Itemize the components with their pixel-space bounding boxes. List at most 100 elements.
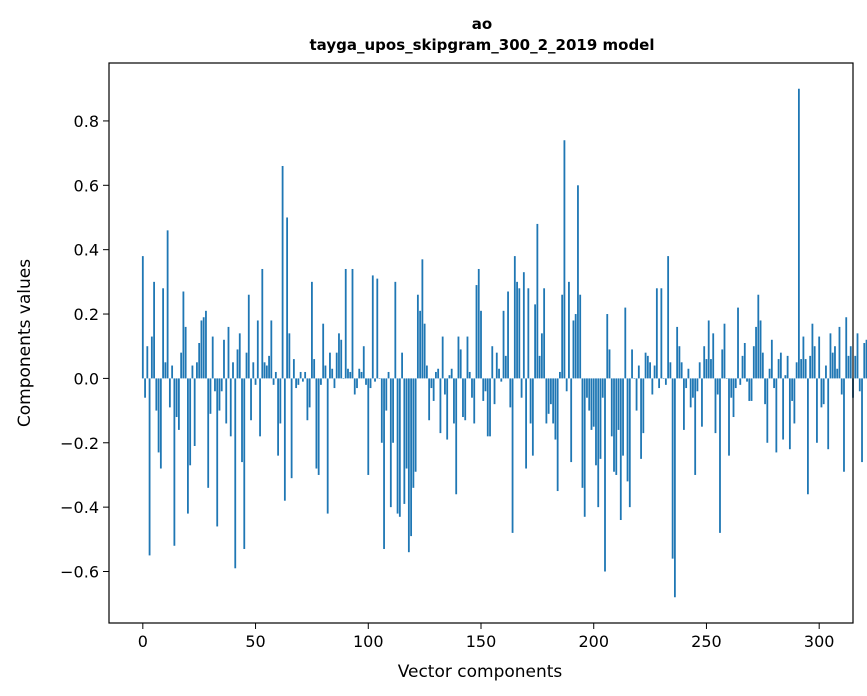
bar: [619, 378, 622, 521]
bar: [716, 378, 719, 395]
bar: [813, 346, 816, 379]
bar: [696, 378, 699, 392]
bar: [649, 362, 651, 379]
bar: [243, 378, 246, 549]
bar: [270, 320, 273, 379]
bar: [304, 371, 307, 379]
bar: [365, 378, 367, 385]
bar: [671, 378, 674, 559]
bar: [157, 378, 160, 453]
bar: [175, 378, 178, 418]
bar: [329, 352, 331, 379]
bar: [378, 378, 381, 379]
bar: [423, 323, 426, 379]
bar: [457, 336, 460, 379]
bar: [166, 230, 169, 379]
bar: [565, 378, 568, 392]
bar-series: [141, 88, 867, 598]
bar: [734, 378, 737, 389]
bar: [613, 378, 615, 472]
bar: [791, 378, 794, 401]
bar: [216, 378, 219, 527]
bar: [347, 368, 349, 379]
x-tick-label: 50: [245, 632, 265, 651]
bar: [326, 378, 329, 514]
bar: [755, 326, 757, 379]
bar: [482, 378, 485, 401]
bar: [394, 281, 397, 379]
bar: [725, 378, 728, 379]
bar: [209, 378, 212, 414]
bar: [317, 378, 320, 475]
bar: [804, 359, 807, 379]
bar: [847, 355, 850, 379]
bar: [529, 378, 532, 424]
bar: [196, 362, 198, 379]
bar: [362, 346, 365, 379]
bar: [385, 378, 388, 411]
bar: [439, 378, 442, 434]
bar: [437, 368, 440, 379]
bar: [622, 378, 624, 456]
bar: [770, 339, 773, 379]
bar: [577, 185, 579, 379]
bar: [513, 256, 516, 379]
bar: [450, 368, 453, 379]
bar: [784, 375, 787, 379]
plot-frame: [108, 62, 854, 624]
bar: [586, 378, 588, 398]
bar: [827, 378, 830, 450]
bar: [462, 378, 464, 418]
bar: [527, 288, 530, 379]
bar: [604, 378, 606, 572]
bar: [811, 323, 814, 379]
chart-subtitle: tayga_upos_skipgram_300_2_2019 model: [310, 36, 655, 54]
bar: [502, 310, 505, 379]
bar: [187, 378, 189, 514]
bar: [191, 365, 194, 379]
bar: [182, 291, 185, 379]
bar: [184, 326, 187, 379]
bar: [292, 359, 295, 379]
bar: [807, 378, 809, 495]
bar: [723, 323, 726, 379]
bar: [655, 288, 658, 379]
bar: [746, 378, 748, 382]
bar: [678, 346, 681, 379]
bar: [761, 352, 764, 379]
bar: [322, 323, 325, 379]
bar: [340, 339, 343, 379]
bar: [211, 336, 214, 379]
bar: [387, 371, 390, 379]
bar: [281, 165, 284, 379]
x-tick-label: 200: [578, 632, 609, 651]
bar: [283, 378, 286, 501]
bar: [782, 378, 785, 440]
bar: [171, 365, 174, 379]
bar: [146, 346, 149, 379]
bar: [205, 310, 207, 379]
bar: [757, 294, 760, 379]
bar: [710, 359, 712, 379]
bar: [498, 368, 500, 379]
y-tick-label: 0.8: [74, 112, 99, 131]
bar: [637, 365, 640, 379]
bar: [288, 333, 291, 379]
bar: [719, 378, 721, 533]
bar: [861, 378, 863, 463]
bar: [509, 378, 512, 408]
bar: [507, 291, 509, 379]
bar: [198, 343, 201, 379]
bar: [360, 371, 363, 379]
bar: [624, 307, 627, 379]
bar: [290, 378, 293, 479]
bar: [412, 378, 415, 488]
bar: [245, 352, 248, 379]
bar: [162, 288, 165, 379]
bar: [522, 272, 525, 379]
bar: [227, 326, 230, 379]
bar: [405, 378, 408, 469]
bar: [520, 378, 523, 398]
bar: [858, 378, 861, 392]
